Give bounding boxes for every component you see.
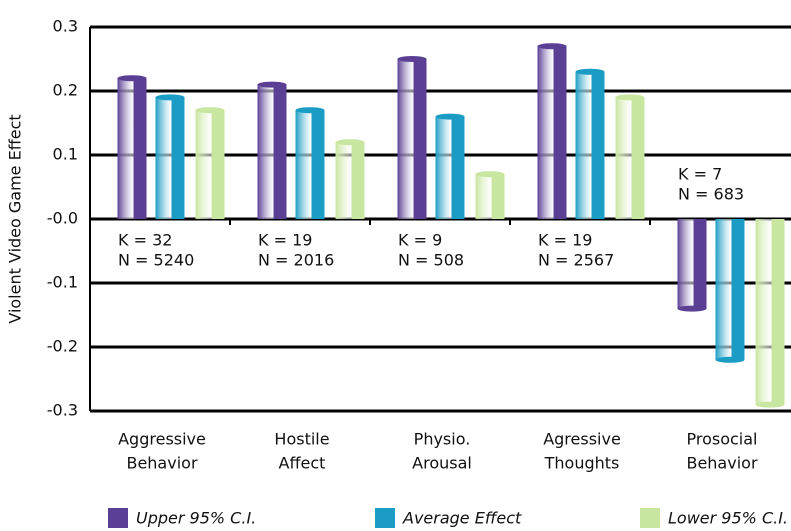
bar-cap	[155, 94, 185, 101]
x-tick-label: Behavior	[686, 454, 757, 473]
bar-cap	[615, 94, 645, 101]
x-tick-label: Prosocial	[687, 430, 758, 449]
bar	[537, 46, 567, 220]
annotation: N = 5240	[118, 251, 194, 270]
y-tick-label: -0.1	[47, 273, 78, 292]
legend-label: Upper 95% C.I.	[136, 509, 256, 528]
bar-cap	[537, 43, 567, 50]
x-tick-label: Aggressive	[118, 430, 206, 449]
bar	[195, 110, 225, 219]
bar	[755, 219, 785, 405]
bar	[397, 59, 427, 219]
y-tick-label: -0.2	[47, 337, 78, 356]
bar	[335, 142, 365, 219]
bar	[435, 116, 465, 219]
y-tick-label: 0.1	[53, 145, 78, 164]
legend-swatch	[108, 508, 128, 528]
bar-cap	[575, 68, 605, 75]
annotation: N = 508	[398, 251, 464, 270]
bar-cap	[295, 107, 325, 114]
annotation: K = 7	[678, 165, 722, 184]
annotation: K = 19	[258, 231, 312, 250]
annotation: K = 32	[118, 231, 172, 250]
y-tick-label: 0.2	[53, 81, 78, 100]
y-axis-label: Violent Video Game Effect	[6, 114, 25, 323]
bar-cap	[755, 401, 785, 408]
bar-cap	[335, 139, 365, 146]
legend-label: Lower 95% C.I.	[668, 509, 788, 528]
x-tick-label: Arousal	[412, 454, 472, 473]
x-tick-label: Behavior	[126, 454, 197, 473]
annotation: N = 2016	[258, 251, 334, 270]
bar-cap	[117, 75, 147, 82]
bar	[677, 219, 707, 309]
bar-cap	[475, 171, 505, 178]
bar-cap	[257, 81, 287, 88]
bar	[295, 110, 325, 219]
x-tick-label: Thoughts	[544, 454, 620, 473]
bar-cap	[677, 305, 707, 312]
bar	[575, 71, 605, 219]
bar	[615, 97, 645, 219]
bar-cap	[397, 56, 427, 62]
x-tick-label: Agressive	[543, 430, 621, 449]
y-tick-label: -0.0	[47, 209, 78, 228]
annotation: N = 2567	[538, 251, 614, 270]
bar	[257, 84, 287, 219]
bar	[155, 97, 185, 219]
legend-swatch	[640, 508, 660, 528]
x-tick-label: Affect	[279, 454, 326, 473]
annotation: K = 9	[398, 231, 442, 250]
bar-cap	[715, 356, 745, 363]
legend-label: Average Effect	[402, 509, 522, 528]
annotation: K = 19	[538, 231, 592, 250]
x-tick-label: Hostile	[274, 430, 329, 449]
y-tick-label: 0.3	[53, 17, 78, 36]
bar-cap	[195, 107, 225, 114]
x-tick-label: Physio.	[414, 430, 471, 449]
annotation: N = 683	[678, 185, 744, 204]
y-tick-label: -0.3	[47, 401, 78, 420]
bar	[117, 78, 147, 219]
bar	[475, 174, 505, 219]
bar	[715, 219, 745, 360]
bar-cap	[435, 113, 465, 120]
legend-swatch	[375, 508, 395, 528]
